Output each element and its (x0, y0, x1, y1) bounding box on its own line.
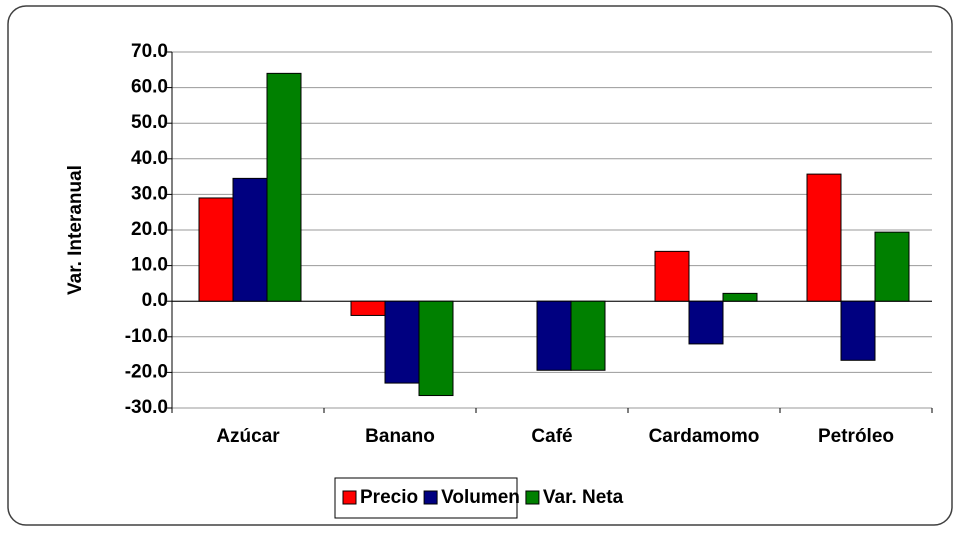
x-tick-label: Café (531, 426, 572, 447)
y-tick-label: 70.0 (131, 41, 168, 62)
legend-swatch (525, 490, 540, 505)
bar (384, 300, 420, 384)
bar (722, 292, 758, 302)
x-tick-label: Cardamomo (649, 426, 760, 447)
bar (198, 197, 234, 302)
bar (806, 173, 842, 302)
y-tick-label: 40.0 (131, 148, 168, 169)
y-axis-label: Var. Interanual (65, 165, 86, 295)
y-tick-label: -20.0 (125, 361, 168, 382)
bar (536, 300, 572, 371)
y-tick-label: -30.0 (125, 397, 168, 418)
x-tick-label: Petróleo (818, 426, 894, 447)
legend-label: Var. Neta (543, 487, 624, 508)
x-tick-label: Azúcar (216, 426, 280, 447)
bar (688, 300, 724, 345)
legend-swatch (342, 490, 357, 505)
y-tick-label: -10.0 (125, 326, 168, 347)
y-tick-label: 30.0 (131, 183, 168, 204)
bar (418, 300, 454, 397)
bar (232, 177, 268, 302)
bar (266, 72, 302, 302)
bar (350, 300, 386, 316)
legend-label: Precio (360, 487, 418, 508)
y-tick-label: 60.0 (131, 77, 168, 98)
legend-label: Volumen (441, 487, 520, 508)
y-tick-label: 50.0 (131, 112, 168, 133)
legend-swatch (423, 490, 438, 505)
y-tick-label: 10.0 (131, 255, 168, 276)
bar (840, 300, 876, 361)
x-tick-label: Banano (365, 426, 435, 447)
bar (654, 250, 690, 302)
bar (570, 300, 606, 371)
y-tick-label: 0.0 (142, 290, 168, 311)
bar (874, 231, 910, 302)
y-tick-label: 20.0 (131, 219, 168, 240)
